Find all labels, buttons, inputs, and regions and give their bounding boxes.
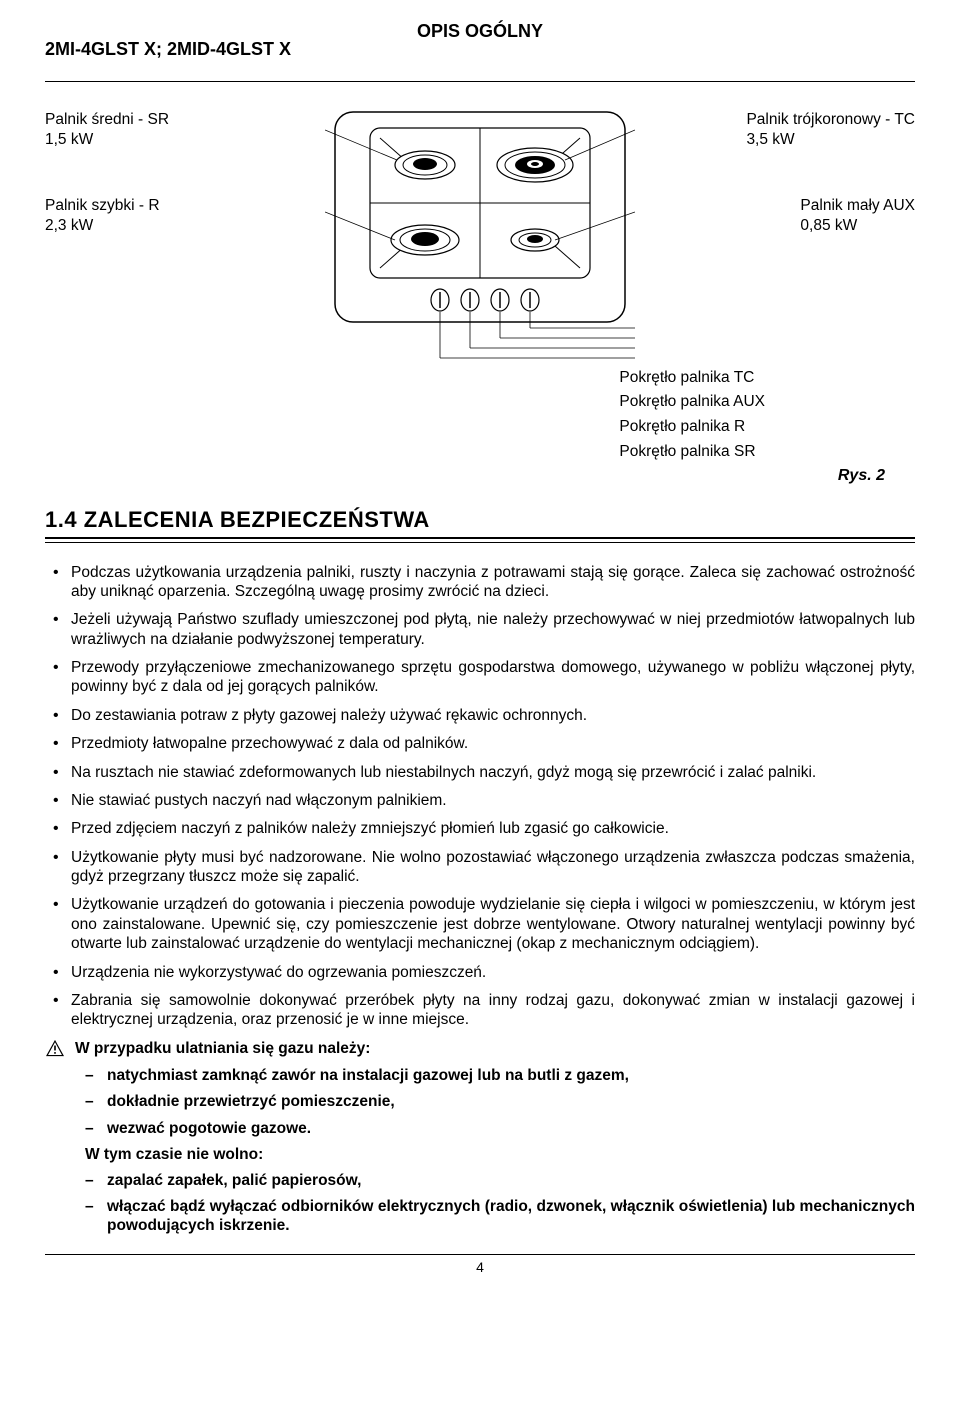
burner-label-aux: Palnik mały AUX 0,85 kW [800, 196, 915, 238]
burner-label-r: Palnik szybki - R 2,3 kW [45, 196, 160, 238]
gas-prohibit-item: włączać bądź wyłączać odbiorników elektr… [85, 1197, 915, 1236]
hob-diagram-area: Palnik średni - SR 1,5 kW Palnik trójkor… [45, 100, 915, 360]
safety-bullet-item: Urządzenia nie wykorzystywać do ogrzewan… [45, 963, 915, 982]
gas-action-item: dokładnie przewietrzyć pomieszczenie, [85, 1092, 915, 1111]
warning-icon [45, 1039, 65, 1057]
model-line: 2MI-4GLST X; 2MID-4GLST X [45, 38, 291, 61]
burner-r-power: 2,3 kW [45, 217, 93, 234]
safety-bullet-list: Podczas użytkowania urządzenia palniki, … [45, 563, 915, 1030]
hob-illustration [325, 100, 635, 360]
gas-prohibit-list: zapalać zapałek, palić papierosów, włącza… [85, 1171, 915, 1236]
knob-label-r: Pokrętło palnika R [619, 415, 765, 440]
safety-bullet-item: Użytkowanie urządzeń do gotowania i piec… [45, 895, 915, 953]
gas-actions-list: natychmiast zamknąć zawór na instalacji … [85, 1066, 915, 1138]
knob-labels-area: Pokrętło palnika TC Pokrętło palnika AUX… [45, 366, 915, 496]
safety-bullet-item: Na rusztach nie stawiać zdeformowanych l… [45, 763, 915, 782]
page-footer: 4 [45, 1254, 915, 1277]
safety-bullet-item: Użytkowanie płyty musi być nadzorowane. … [45, 848, 915, 887]
burner-r-name: Palnik szybki - R [45, 197, 160, 214]
safety-bullet-item: Jeżeli używają Państwo szuflady umieszcz… [45, 610, 915, 649]
safety-bullet-item: Przedmioty łatwopalne przechowywać z dal… [45, 734, 915, 753]
safety-bullet-item: Przewody przyłączeniowe zmechanizowanego… [45, 658, 915, 697]
burner-label-tc: Palnik trójkoronowy - TC 3,5 kW [746, 110, 915, 152]
gas-action-item: natychmiast zamknąć zawór na instalacji … [85, 1066, 915, 1085]
burner-aux-name: Palnik mały AUX [800, 197, 915, 214]
gas-warning-block: W przypadku ulatniania się gazu należy: … [45, 1039, 915, 1236]
knob-label-aux: Pokrętło palnika AUX [619, 390, 765, 415]
section-rule [45, 537, 915, 543]
burner-sr-power: 1,5 kW [45, 131, 93, 148]
burner-tc-name: Palnik trójkoronowy - TC [746, 111, 915, 128]
gas-prohibit-heading: W tym czasie nie wolno: [85, 1145, 915, 1164]
burner-label-sr: Palnik średni - SR 1,5 kW [45, 110, 169, 152]
gas-warning-heading: W przypadku ulatniania się gazu należy: [75, 1039, 370, 1058]
burner-aux-power: 0,85 kW [800, 217, 857, 234]
safety-bullet-item: Przed zdjęciem naczyń z palników należy … [45, 819, 915, 838]
safety-bullet-item: Podczas użytkowania urządzenia palniki, … [45, 563, 915, 602]
knob-label-sr: Pokrętło palnika SR [619, 440, 765, 465]
gas-action-item: wezwać pogotowie gazowe. [85, 1119, 915, 1138]
burner-sr-name: Palnik średni - SR [45, 111, 169, 128]
safety-bullet-item: Nie stawiać pustych naczyń nad włączonym… [45, 791, 915, 810]
page-number: 4 [476, 1259, 484, 1275]
section-heading: 1.4 ZALECENIA BEZPIECZEŃSTWA [45, 506, 915, 534]
safety-bullet-item: Zabrania się samowolnie dokonywać przeró… [45, 991, 915, 1030]
knob-label-tc: Pokrętło palnika TC [619, 366, 765, 391]
safety-bullet-item: Do zestawiania potraw z płyty gazowej na… [45, 706, 915, 725]
gas-prohibit-item: zapalać zapałek, palić papierosów, [85, 1171, 915, 1190]
burner-tc-power: 3,5 kW [746, 131, 794, 148]
figure-label: Rys. 2 [838, 466, 885, 486]
header-rule [45, 81, 915, 82]
